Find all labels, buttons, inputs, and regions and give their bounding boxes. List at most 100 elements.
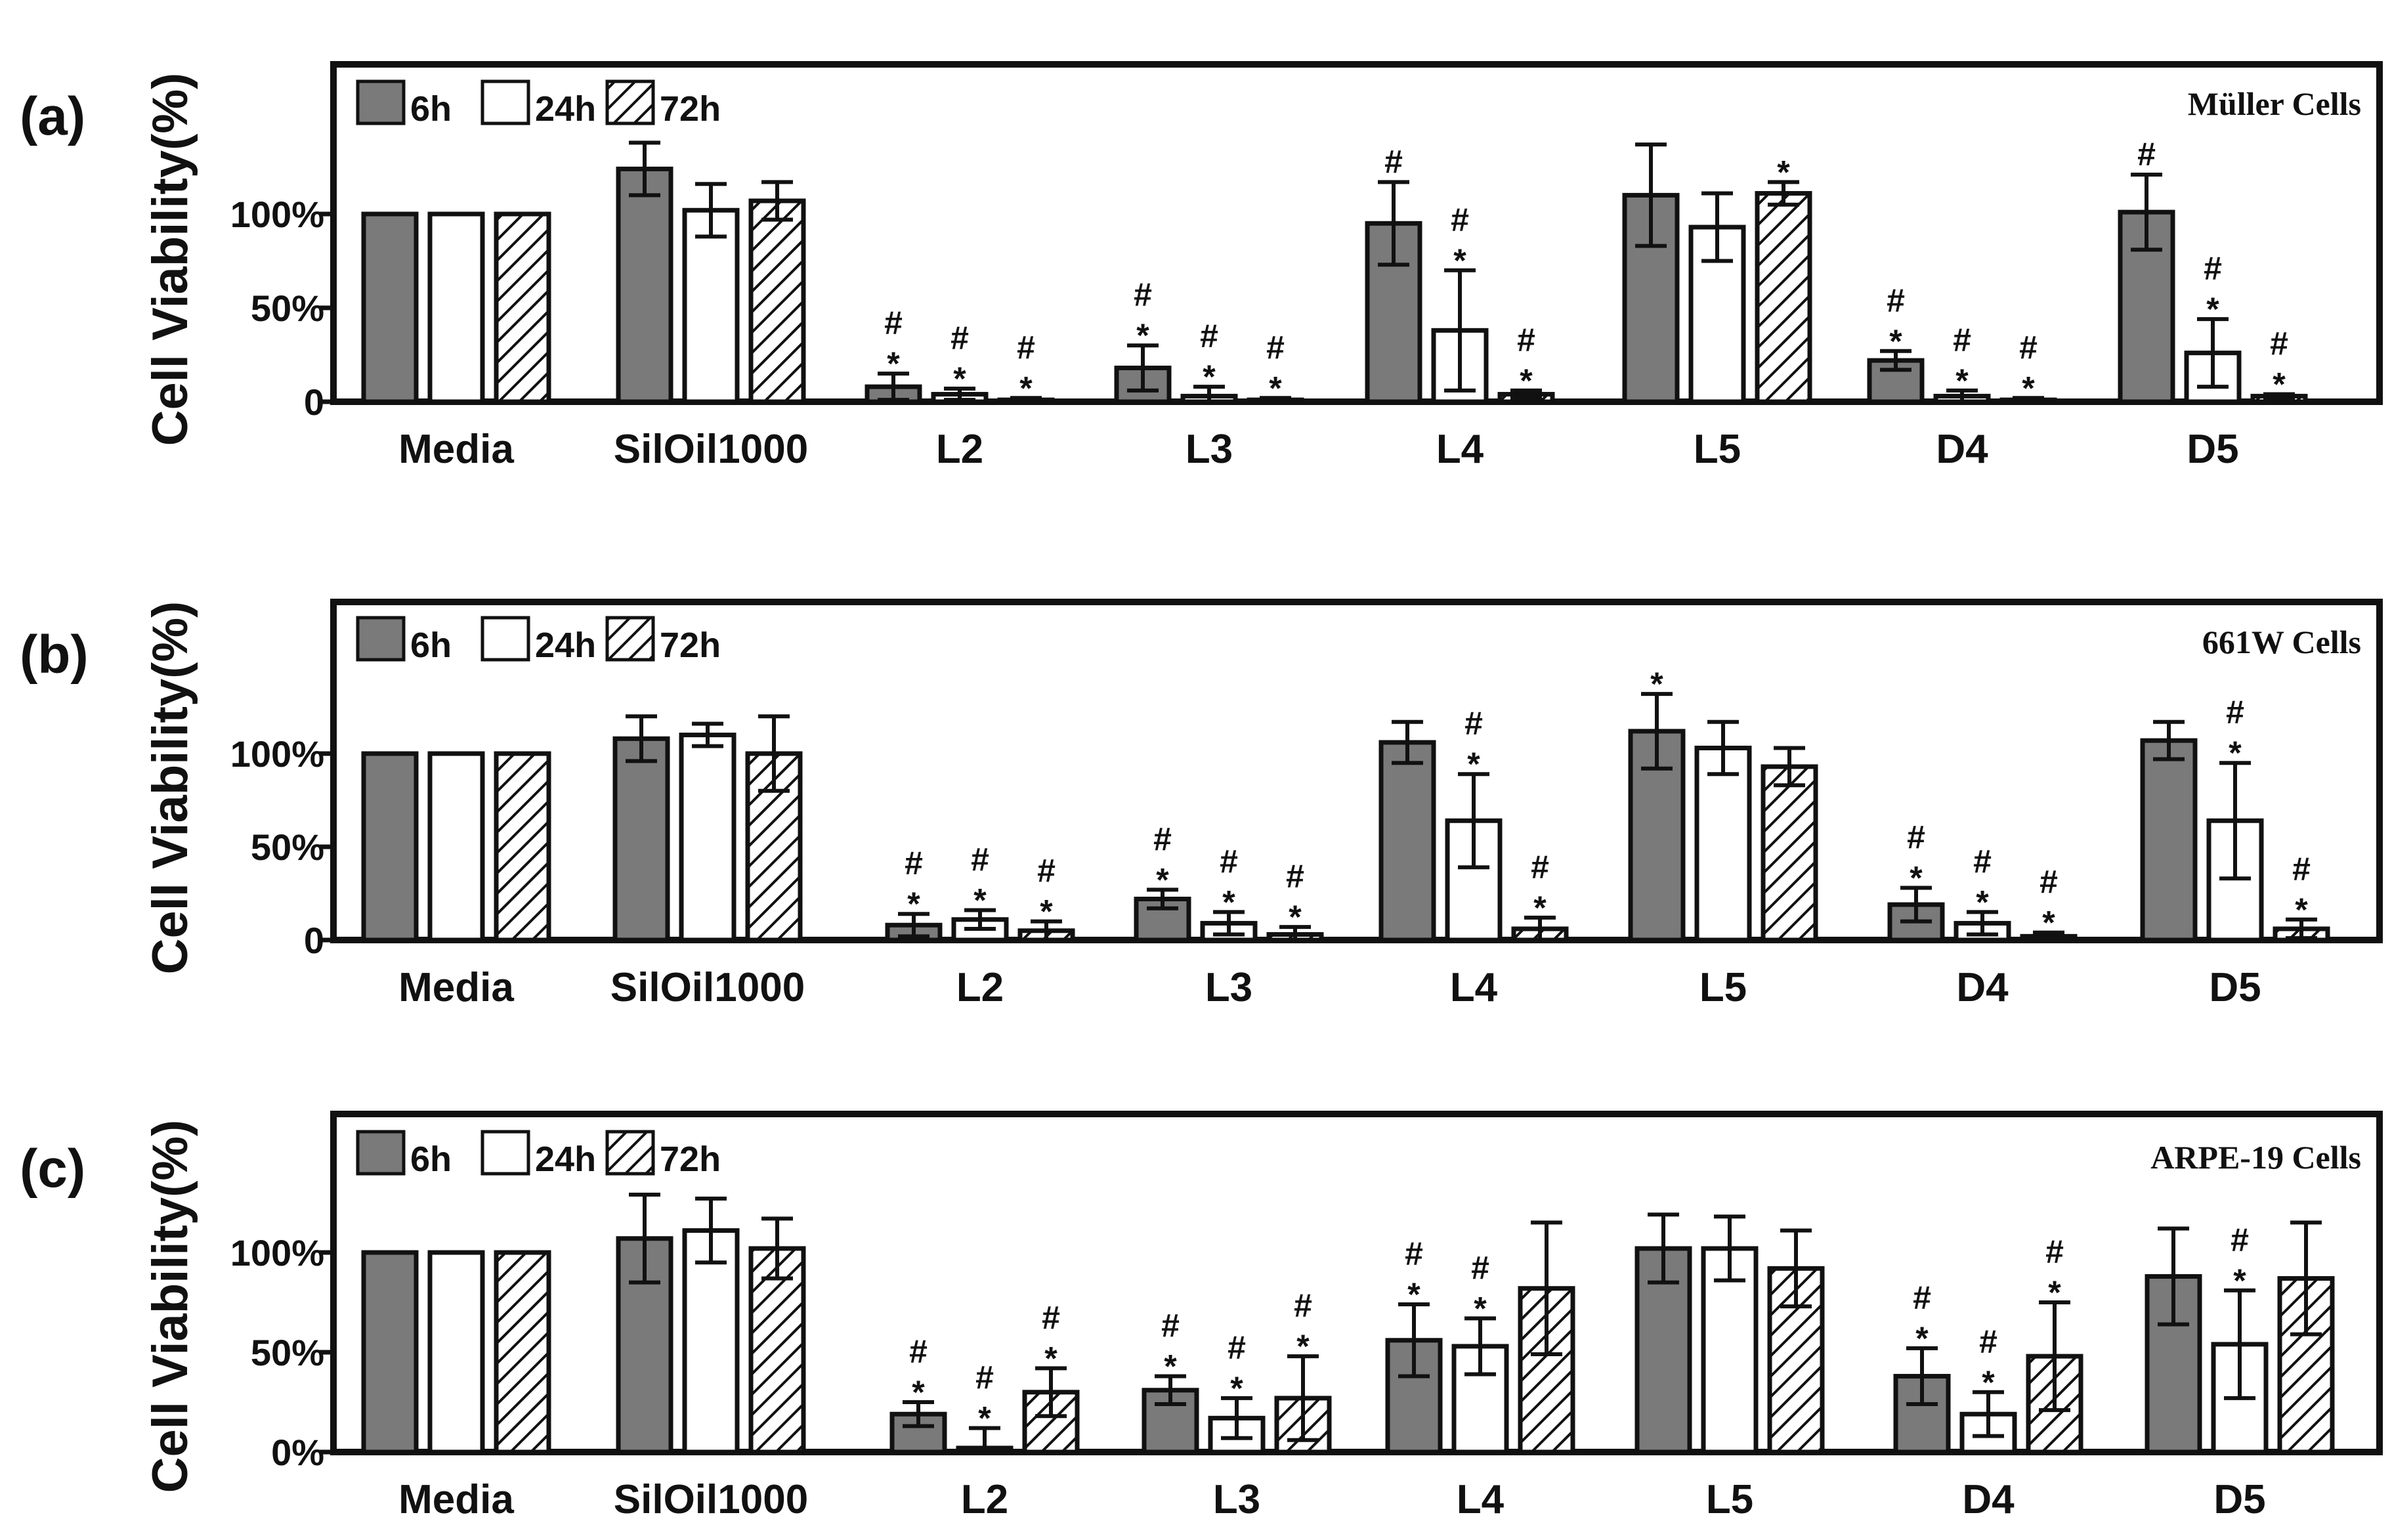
significance-asterisk: * [1453, 242, 1466, 279]
bar-72h [494, 1250, 551, 1455]
legend-label-24h: 24h [535, 626, 596, 665]
chart-panel-3: (c) Cell Viability(%) 0% 50% 100% ARPE-19 Cel… [20, 1111, 2383, 1522]
significance-hash: # [1887, 282, 1905, 319]
legend-label-6h: 6h [410, 1140, 452, 1179]
plot-frame [330, 1111, 2383, 1455]
significance-asterisk: * [1955, 362, 1969, 399]
significance-asterisk: * [1982, 1364, 1995, 1401]
legend-label-72h: 72h [660, 626, 721, 665]
legend-swatch-24h [481, 1130, 530, 1176]
legend-swatch-24h [481, 616, 530, 662]
significance-hash: # [884, 305, 903, 341]
significance-hash: # [905, 845, 923, 882]
x-tick-label: L2 [956, 965, 1004, 1010]
significance-asterisk: * [1296, 1328, 1310, 1365]
significance-hash: # [975, 1359, 994, 1396]
significance-hash: # [1161, 1307, 1180, 1344]
y-axis-label: Cell Viability(%) [142, 601, 198, 975]
significance-hash: # [1017, 329, 1035, 366]
plot-frame [330, 599, 2383, 943]
bar-72h [1761, 764, 1818, 943]
significance-asterisk: * [1203, 358, 1216, 395]
significance-hash: # [1037, 853, 1056, 889]
significance-hash: # [1471, 1249, 1489, 1286]
significance-hash: # [1200, 318, 1218, 354]
significance-hash: # [1979, 1323, 1997, 1360]
bar-72h [1022, 1390, 1080, 1455]
significance-asterisk: * [2048, 1274, 2061, 1311]
chart-title: 661W Cells [2202, 624, 2361, 660]
legend-label-6h: 6h [410, 626, 452, 665]
significance-hash: # [909, 1333, 928, 1370]
significance-hash: # [950, 320, 969, 356]
legend-swatch-72h [605, 79, 655, 125]
significance-hash: # [1913, 1279, 1931, 1316]
significance-asterisk: * [2273, 366, 2286, 403]
y-tick-label: 50% [251, 288, 324, 329]
x-tick-label: L3 [1205, 965, 1252, 1010]
y-tick-label: 0 [304, 920, 324, 961]
bar-6h [612, 736, 670, 943]
x-tick-label: D4 [1936, 427, 1988, 472]
significance-asterisk: * [2042, 905, 2055, 941]
significance-asterisk: * [1044, 1340, 1057, 1377]
significance-hash: # [1294, 1287, 1312, 1324]
bar-6h [2140, 738, 2198, 943]
bar-6h [1622, 192, 1680, 404]
legend-swatch-72h [605, 616, 655, 662]
bar-72h [1755, 191, 1812, 404]
x-tick-label: D5 [2213, 1477, 2265, 1522]
x-tick-label: D4 [1962, 1477, 2015, 1522]
significance-hash: # [1220, 843, 1238, 880]
significance-asterisk: * [1910, 859, 1923, 896]
bar-6h [1378, 740, 1436, 943]
y-tick-label: 100% [230, 1232, 324, 1273]
bar-24h [427, 751, 485, 943]
legend-swatch-72h [605, 1130, 655, 1176]
x-tick-label: Media [398, 965, 514, 1010]
chart-panel-1: (a) Cell Viability(%) 0 50% 100% Müller Cells… [20, 61, 2383, 472]
legend-label-72h: 72h [660, 1140, 721, 1179]
significance-asterisk: * [953, 360, 966, 397]
x-tick-label: SilOil1000 [614, 427, 808, 472]
significance-asterisk: * [1915, 1320, 1929, 1357]
significance-asterisk: * [1976, 884, 1989, 920]
bar-6h [1142, 1388, 1199, 1455]
significance-hash: # [971, 842, 989, 878]
significance-asterisk: * [2295, 891, 2308, 928]
significance-hash: # [1134, 276, 1152, 313]
x-tick-label: D5 [2209, 965, 2261, 1010]
x-tick-label: L5 [1699, 965, 1747, 1010]
significance-hash: # [2040, 864, 2058, 901]
significance-hash: # [1286, 858, 1304, 895]
chart-panel-2: (b) Cell Viability(%) 0 50% 100% 661W Cells 6h… [20, 599, 2383, 1010]
bar-72h [494, 751, 551, 943]
significance-asterisk: * [1889, 323, 1902, 360]
chart-title: Müller Cells [2188, 85, 2361, 122]
significance-asterisk: * [1156, 861, 1169, 898]
y-axis-label: Cell Viability(%) [142, 1120, 198, 1493]
significance-hash: # [2231, 1222, 2249, 1258]
significance-hash: # [1228, 1329, 1246, 1366]
significance-hash: # [2270, 326, 2288, 362]
legend-swatch-24h [481, 79, 530, 125]
significance-hash: # [1464, 705, 1483, 742]
significance-hash: # [1384, 143, 1403, 180]
significance-hash: # [1531, 849, 1549, 886]
bar-24h [427, 1250, 485, 1455]
y-tick-label: 100% [230, 733, 324, 775]
chart-title: ARPE-19 Cells [2150, 1139, 2361, 1176]
y-tick-label: 50% [251, 1332, 324, 1373]
x-tick-label: SilOil1000 [610, 965, 805, 1010]
legend-label-72h: 72h [660, 89, 721, 129]
bar-6h [361, 1250, 419, 1455]
significance-asterisk: * [1533, 889, 1547, 926]
significance-asterisk: * [887, 345, 900, 382]
significance-asterisk: * [912, 1374, 925, 1411]
significance-asterisk: * [1164, 1348, 1177, 1384]
x-tick-label: L4 [1457, 1477, 1505, 1522]
significance-asterisk: * [1650, 666, 1663, 702]
plot-frame [330, 61, 2383, 405]
significance-hash: # [1953, 322, 1971, 358]
significance-hash: # [2204, 250, 2222, 287]
